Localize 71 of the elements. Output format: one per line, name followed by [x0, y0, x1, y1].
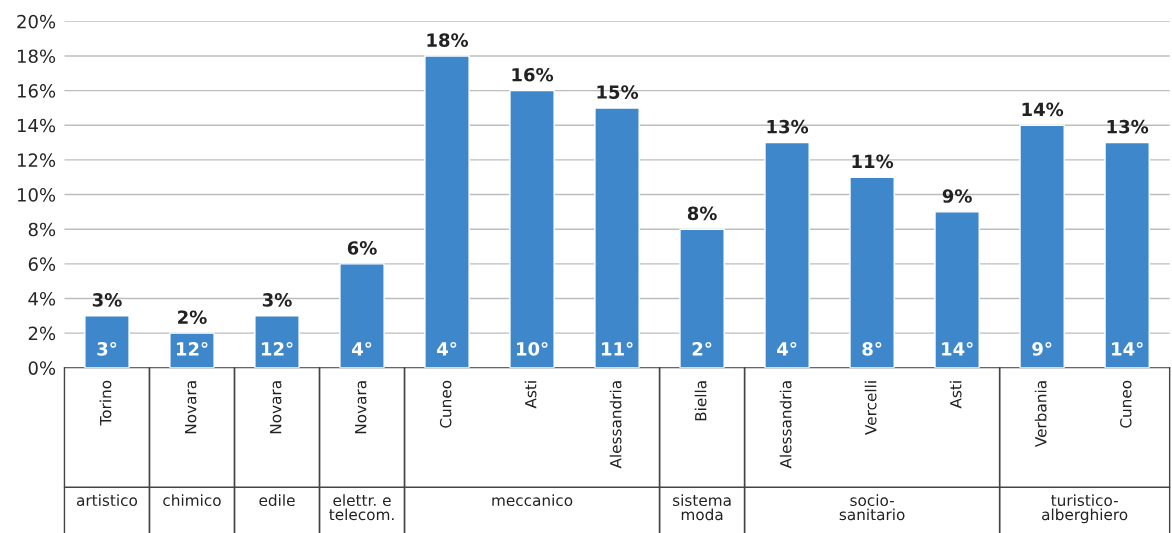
data-label: 13%: [1107, 119, 1149, 134]
data-label: 2%: [178, 310, 207, 325]
annotation: 9°: [1032, 341, 1052, 356]
x-tick-label: Torino: [99, 380, 112, 426]
bar: [849, 176, 895, 368]
text: socio- sanitario: [839, 494, 905, 521]
x-tick-label: Alessandria: [609, 381, 622, 469]
annotation: 12°: [261, 341, 293, 356]
data-label: 15%: [597, 85, 639, 99]
bar: [594, 107, 640, 368]
annotation: 14°: [1112, 341, 1143, 356]
bar: [1104, 141, 1150, 368]
text: elettr. e telecom.: [329, 494, 394, 521]
x-tick-label: Novara: [185, 381, 197, 434]
text: artistico: [76, 494, 138, 507]
data-label: 18%: [427, 33, 469, 47]
x-tick-label: Novara: [355, 381, 367, 434]
y-tick-label: 6%: [28, 257, 56, 271]
x-tick-label: Alessandria: [779, 381, 792, 469]
annotation: 14°: [942, 341, 973, 356]
text: edile: [259, 494, 295, 507]
x-tick-label: Asti: [949, 381, 962, 409]
x-tick-label: Verbania: [1034, 381, 1047, 448]
data-label: 3%: [92, 293, 122, 307]
text: meccanico: [492, 494, 573, 507]
annotation: 4°: [437, 341, 457, 356]
x-tick-label: Cuneo: [1120, 380, 1132, 428]
data-label: 11%: [852, 154, 894, 169]
bar: [339, 263, 385, 368]
bar: [764, 141, 810, 368]
bar: [1019, 124, 1065, 368]
annotation: 3°: [97, 341, 117, 356]
y-tick-label: 8%: [28, 222, 56, 237]
bar: [254, 315, 300, 368]
x-tick-label: Novara: [270, 381, 282, 434]
y-tick-label: 4%: [28, 291, 56, 306]
bar: [679, 228, 725, 368]
annotation: 8°: [862, 341, 882, 356]
y-tick-label: 16%: [17, 84, 56, 98]
data-label: 14%: [1022, 102, 1064, 117]
y-tick-label: 10%: [17, 188, 56, 202]
annotation: 10°: [517, 341, 548, 356]
text: turistico- alberghiero: [1042, 494, 1128, 524]
data-label: 9%: [942, 189, 972, 203]
x-tick-label: Biella: [694, 381, 707, 421]
data-label: 16%: [512, 67, 554, 82]
y-tick-label: 2%: [28, 326, 56, 341]
x-tick-label: Cuneo: [439, 380, 452, 428]
annotation: 12°: [176, 341, 208, 356]
annotation: 4°: [777, 341, 797, 356]
bar: [84, 315, 130, 368]
data-label: 3%: [262, 293, 292, 307]
annotation: 11°: [602, 341, 633, 356]
y-tick-label: 12%: [17, 153, 56, 168]
data-label: 8%: [687, 206, 717, 221]
y-tick-label: 14%: [17, 118, 56, 133]
y-tick-label: 0%: [28, 361, 56, 375]
annotation: 4°: [352, 341, 372, 356]
x-tick-label: Asti: [524, 381, 537, 409]
bar: [509, 89, 555, 368]
bar: [424, 55, 470, 368]
data-label: 6%: [347, 241, 377, 255]
y-tick-label: 18%: [17, 49, 56, 64]
y-tick-label: 20%: [17, 14, 56, 29]
bar: [934, 211, 980, 368]
annotation: 2°: [692, 341, 712, 356]
bar: [169, 332, 215, 368]
text: chimico: [163, 494, 221, 507]
data-label: 13%: [767, 119, 809, 134]
x-tick-label: Vercelli: [864, 381, 877, 435]
text: sistema moda: [673, 494, 731, 521]
